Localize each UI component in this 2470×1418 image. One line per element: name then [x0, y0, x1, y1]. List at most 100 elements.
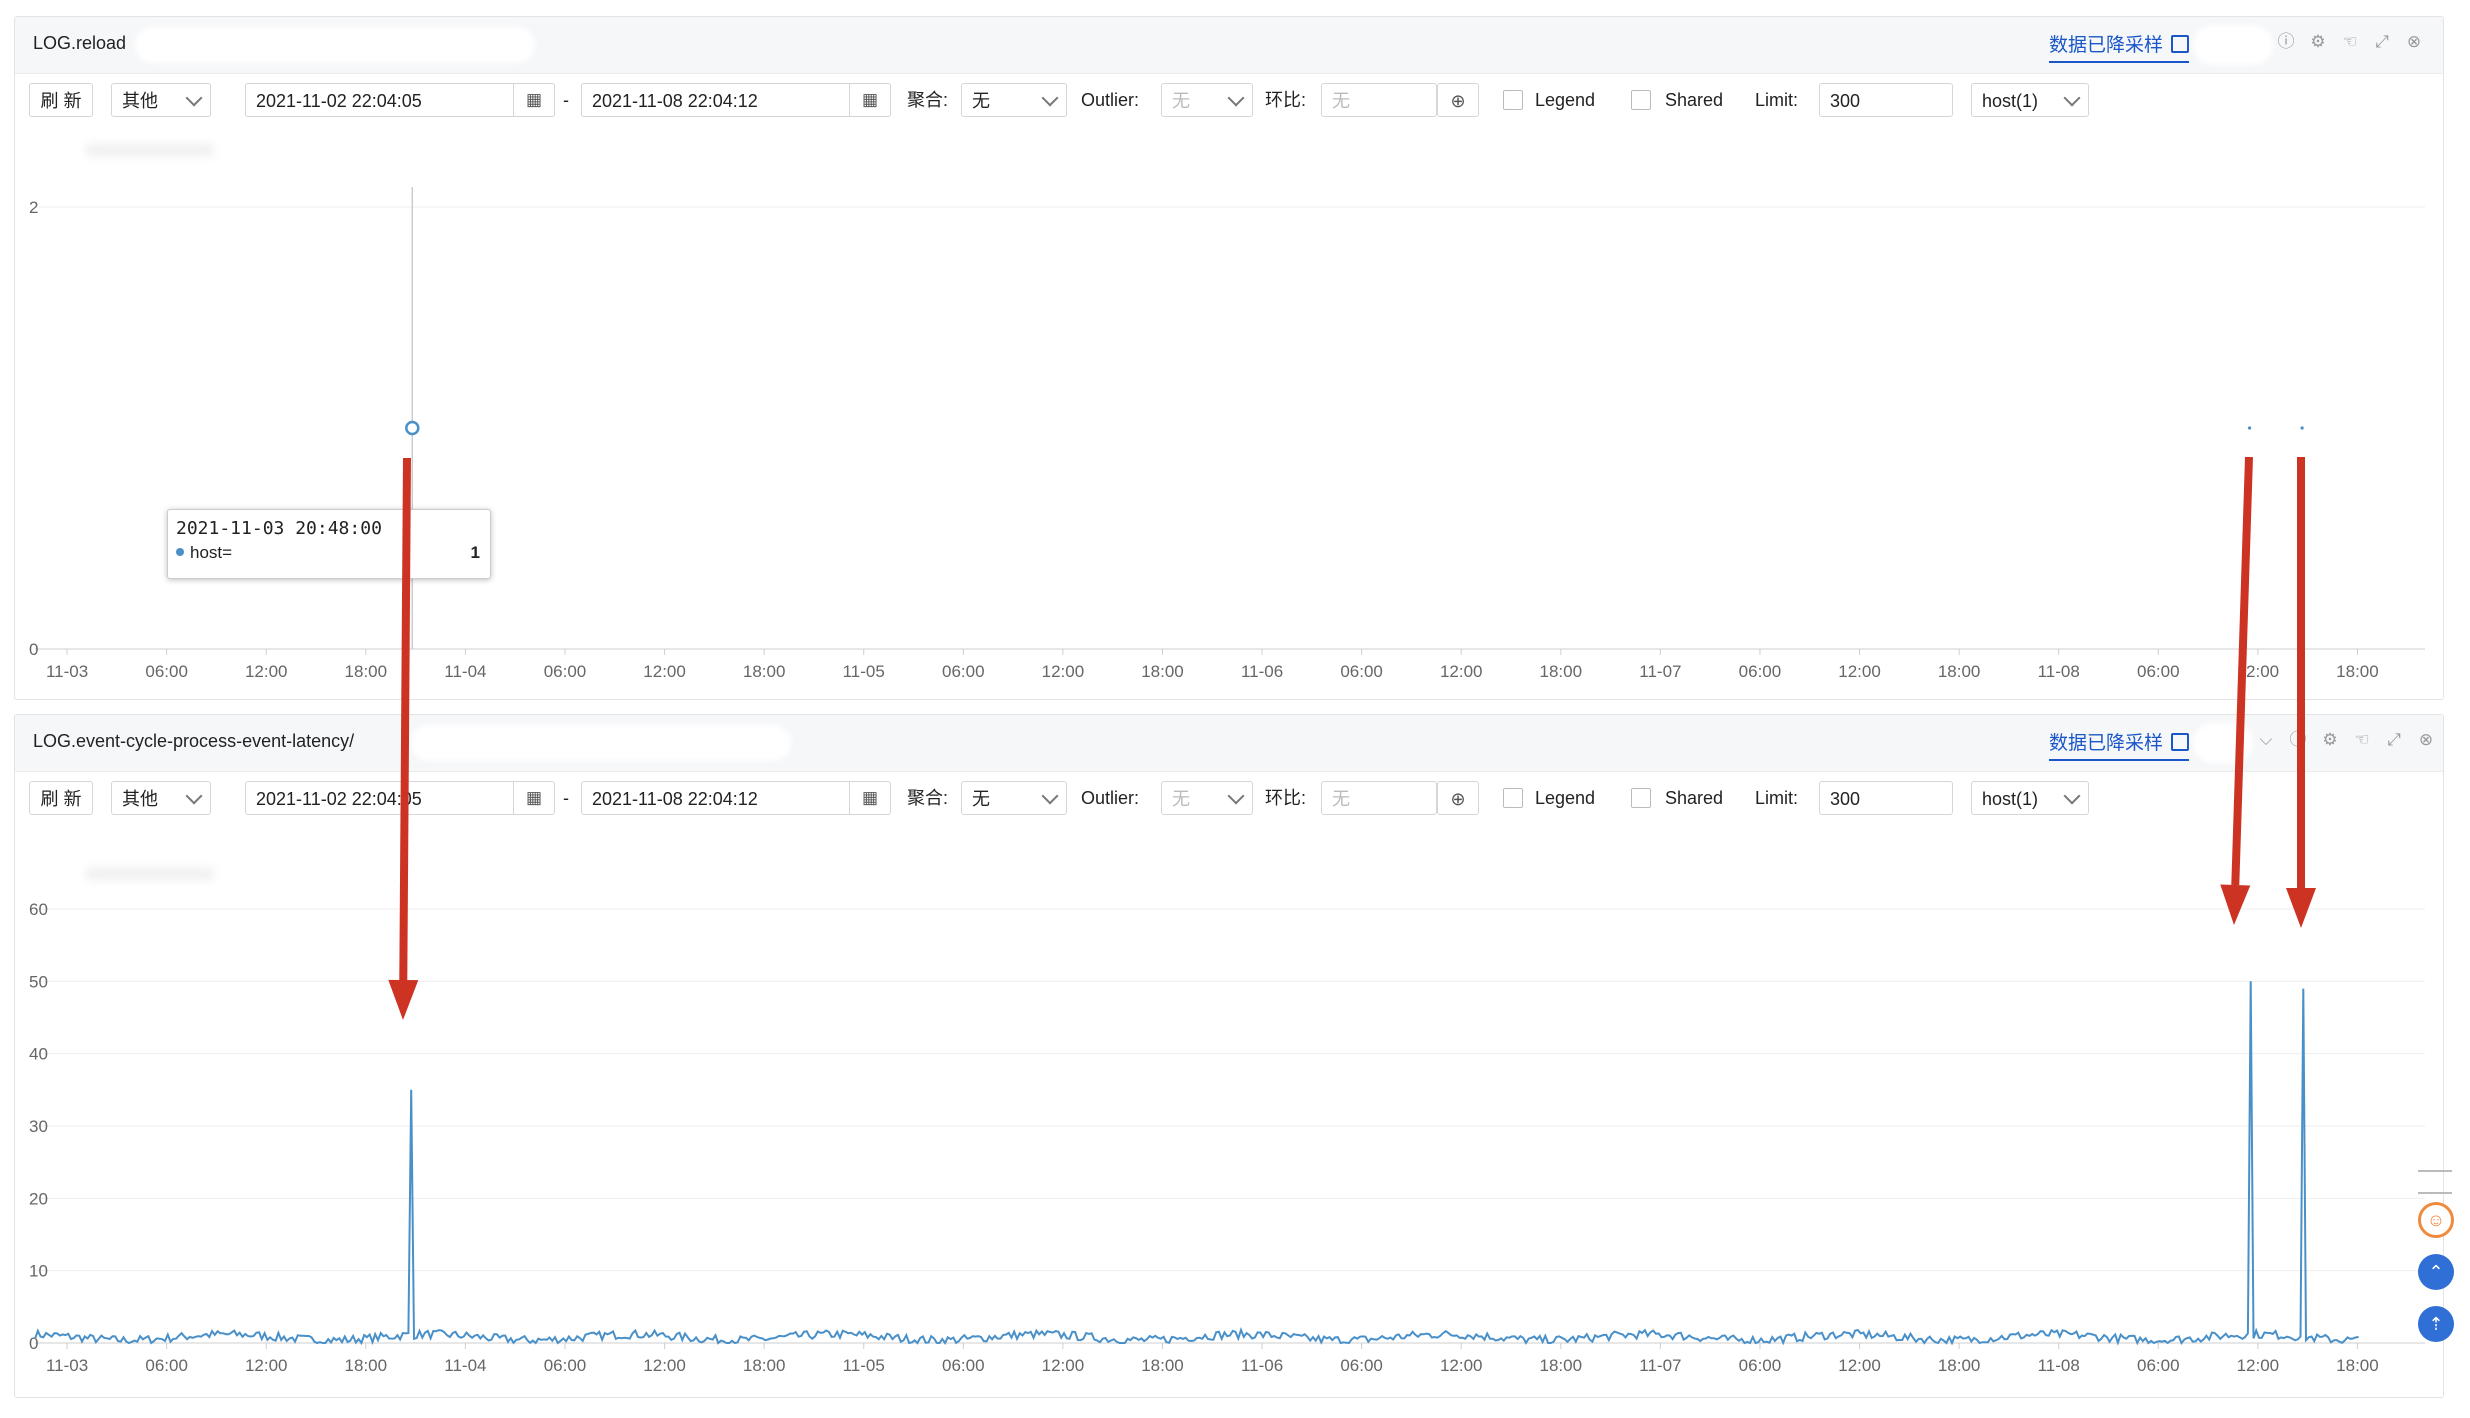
panel-title: LOG.event-cycle-process-event-latency/	[33, 731, 355, 751]
scroll-up-icon[interactable]: ⌃	[2418, 1254, 2454, 1290]
downsample-link[interactable]: 数据已降采样	[2049, 30, 2190, 63]
legend-checkbox[interactable]	[1503, 788, 1523, 808]
panel-title: LOG.reload	[33, 33, 127, 53]
y-tick-label: 10	[29, 1262, 48, 1281]
shared-checkbox[interactable]	[1631, 788, 1651, 808]
back-to-top-icon[interactable]: ⇡	[2418, 1306, 2454, 1342]
limit-input[interactable]: 300	[1819, 83, 1953, 117]
y-tick-label: 0	[29, 1334, 38, 1353]
redaction	[238, 540, 458, 570]
x-tick-label: 11-03	[46, 662, 88, 681]
refresh-button[interactable]: 刷 新	[29, 83, 93, 117]
x-tick-label: 11-05	[843, 1356, 885, 1375]
x-tick-label: 06:00	[942, 1356, 985, 1375]
side-menu-icon[interactable]	[2418, 1170, 2452, 1194]
y-tick-label: 2	[29, 198, 38, 217]
x-tick-label: 11-04	[444, 1356, 486, 1375]
compare-input[interactable]: 无	[1321, 83, 1437, 117]
x-tick-label: 18:00	[1141, 1356, 1184, 1375]
legend-checkbox[interactable]	[1503, 90, 1523, 110]
x-tick-label: 18:00	[1540, 1356, 1583, 1375]
add-compare-button[interactable]: ⊕	[1437, 83, 1479, 117]
end-time-input[interactable]: 2021-11-08 22:04:12 ▦	[581, 83, 891, 117]
panel-header: LOG.reload 数据已降采样 ⓘ ⚙ ☜ ⤢ ⊗	[15, 17, 2443, 74]
shared-checkbox[interactable]	[1631, 90, 1651, 110]
x-tick-label: 12:00	[2237, 1356, 2280, 1375]
redaction	[411, 725, 791, 761]
outlier-select[interactable]: 无	[1161, 83, 1253, 117]
agg-select[interactable]: 无	[961, 83, 1067, 117]
chart-panel-1: LOG.reload 数据已降采样 ⓘ ⚙ ☜ ⤢ ⊗ 刷 新 其他 2021-…	[14, 16, 2444, 700]
compare-input[interactable]: 无	[1321, 781, 1437, 815]
end-time-value: 2021-11-08 22:04:12	[592, 91, 758, 111]
other-select[interactable]: 其他	[111, 781, 211, 815]
info-icon[interactable]: ⓘ	[2277, 32, 2295, 51]
x-tick-label: 11-08	[2038, 1356, 2080, 1375]
calendar-icon[interactable]: ▦	[513, 782, 554, 814]
downsample-label: 数据已降采样	[2049, 35, 2164, 56]
x-tick-label: 12:00	[1042, 1356, 1085, 1375]
x-tick-label: 18:00	[1540, 662, 1583, 681]
legend-label: Legend	[1535, 90, 1596, 110]
gear-icon[interactable]: ⚙	[2310, 32, 2326, 51]
calendar-icon[interactable]: ▦	[849, 782, 890, 814]
x-tick-label: 18:00	[2336, 1356, 2379, 1375]
shared-label: Shared	[1665, 788, 1724, 808]
x-tick-label: 12:00	[1042, 662, 1085, 681]
redaction	[85, 143, 215, 157]
refresh-button[interactable]: 刷 新	[29, 781, 93, 815]
gear-icon[interactable]: ⚙	[2322, 730, 2338, 749]
end-time-input[interactable]: 2021-11-08 22:04:12 ▦	[581, 781, 891, 815]
expand-icon[interactable]: ⤢	[2375, 32, 2389, 51]
outlier-select[interactable]: 无	[1161, 781, 1253, 815]
compare-placeholder: 无	[1332, 789, 1350, 809]
x-tick-label: 11-07	[1639, 1356, 1681, 1375]
hand-icon[interactable]: ☜	[2354, 730, 2370, 749]
outlier-label: Outlier:	[1081, 788, 1140, 808]
y-tick-label: 50	[29, 972, 48, 991]
x-tick-label: 11-05	[843, 662, 885, 681]
other-select-value: 其他	[122, 91, 158, 111]
x-tick-label: 12:00	[1440, 662, 1483, 681]
series-dot	[176, 548, 184, 556]
close-icon[interactable]: ⊗	[2406, 32, 2422, 51]
x-tick-label: 06:00	[1340, 1356, 1383, 1375]
x-tick-label: 12:00	[245, 662, 288, 681]
limit-label: Limit:	[1755, 788, 1799, 808]
agg-label: 聚合:	[907, 90, 949, 110]
data-point	[405, 420, 420, 436]
outlier-value: 无	[1172, 789, 1190, 809]
hand-icon[interactable]: ☜	[2342, 32, 2358, 51]
redaction	[135, 27, 535, 63]
assistant-avatar-icon[interactable]: ☺	[2418, 1202, 2454, 1238]
x-tick-label: 12:00	[643, 1356, 686, 1375]
host-select[interactable]: host(1)	[1971, 83, 2089, 117]
compare-placeholder: 无	[1332, 91, 1350, 111]
x-tick-label: 06:00	[2137, 662, 2180, 681]
agg-select[interactable]: 无	[961, 781, 1067, 815]
agg-label: 聚合:	[907, 788, 949, 808]
limit-input[interactable]: 300	[1819, 781, 1953, 815]
downsample-link[interactable]: 数据已降采样	[2049, 728, 2190, 761]
chart-2[interactable]: 0 10 20 30 40 50 60 11-03 06:00 12:00 18:00 11-04 06…	[15, 715, 2443, 1397]
calendar-icon[interactable]: ▦	[513, 84, 554, 116]
other-select[interactable]: 其他	[111, 83, 211, 117]
add-compare-button[interactable]: ⊕	[1437, 781, 1479, 815]
calendar-icon[interactable]: ▦	[849, 84, 890, 116]
outlier-label: Outlier:	[1081, 90, 1140, 110]
panel-header: LOG.event-cycle-process-event-latency/ 数…	[15, 715, 2443, 772]
data-point	[2300, 426, 2304, 430]
start-time-input[interactable]: 2021-11-02 22:04:05 ▦	[245, 83, 555, 117]
x-tick-label: 18:00	[743, 662, 786, 681]
series-line	[34, 981, 2359, 1346]
start-time-value: 2021-11-02 22:04:05	[256, 91, 422, 111]
host-select[interactable]: host(1)	[1971, 781, 2089, 815]
range-separator: -	[563, 90, 569, 110]
downsample-label: 数据已降采样	[2049, 733, 2164, 754]
expand-icon[interactable]: ⤢	[2387, 730, 2401, 749]
outlier-value: 无	[1172, 91, 1190, 111]
x-tick-label: 12:00	[2237, 662, 2280, 681]
close-icon[interactable]: ⊗	[2418, 730, 2434, 749]
chart-1[interactable]: 0 2 11-03 06:00 12:00 18:00 11-04 06:00 12:00 18:…	[15, 17, 2443, 699]
chevron-down-icon[interactable]: ⌵	[2259, 730, 2273, 749]
